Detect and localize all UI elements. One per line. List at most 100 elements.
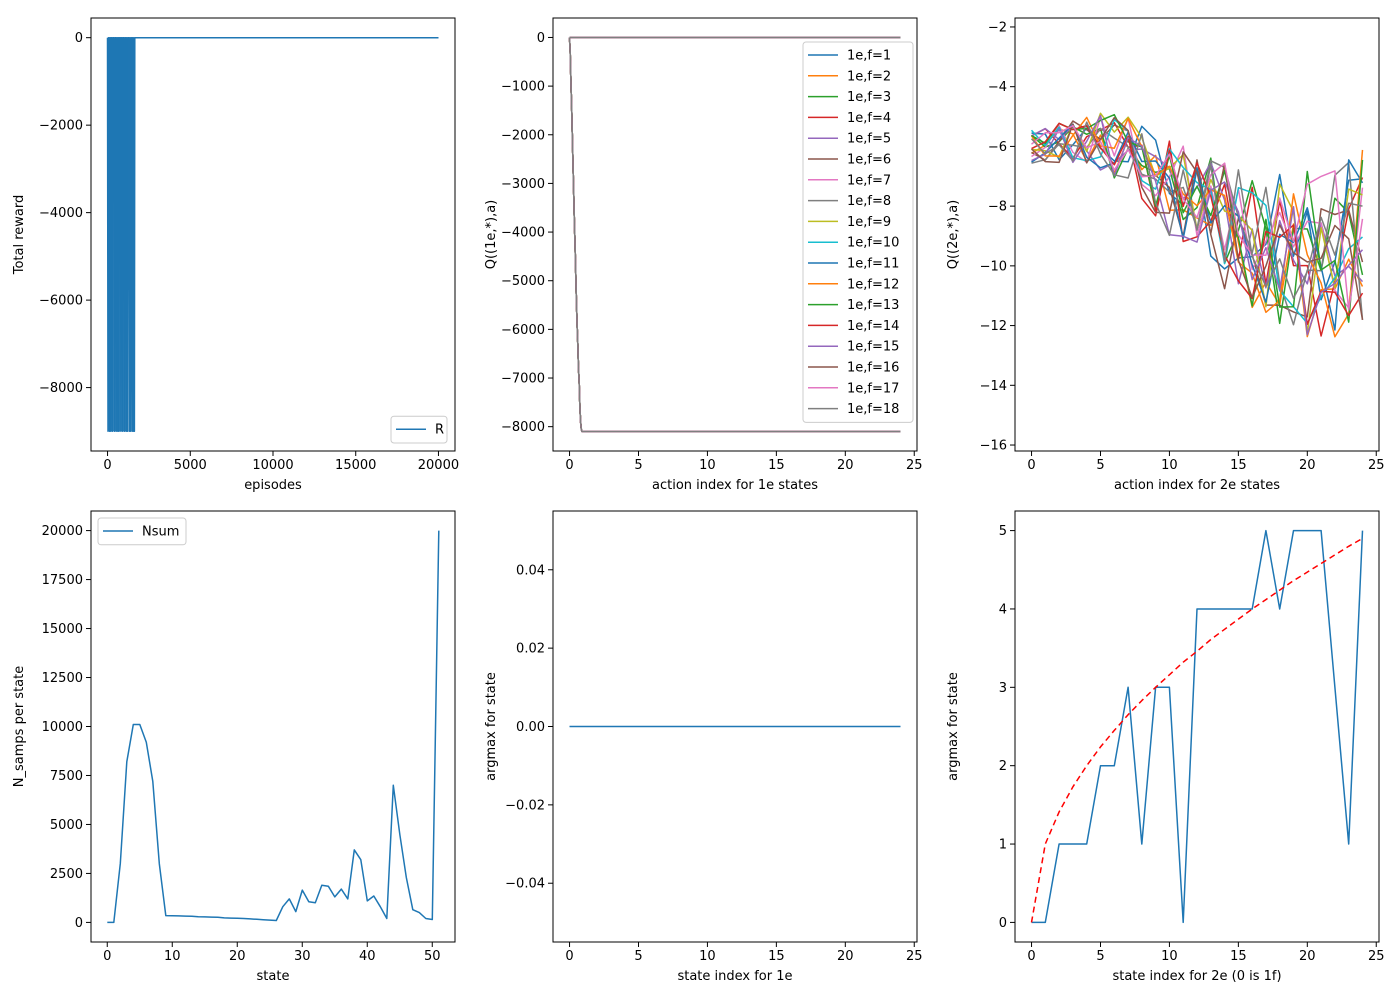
y-tick-label: 15000 [42, 622, 83, 637]
x-tick-label: 25 [906, 458, 923, 473]
x-axis-label: state index for 1e [677, 969, 792, 984]
panel-2: 0 5 10 15 20 25 0 −1000 −2000 −3000 −4000 −5000 −600… [484, 17, 923, 493]
reference-dashed-line [1030, 537, 1363, 923]
series-line-14 [1031, 122, 1364, 326]
x-tick-label: 10 [1161, 458, 1178, 473]
x-tick-label: 50 [424, 949, 441, 964]
x-tick-label: 40 [359, 949, 376, 964]
panel-4: 0 10 20 30 40 50 0 2500 5000 7500 10000 12500 15000 1… [12, 510, 456, 984]
plot-area [1030, 529, 1364, 924]
y-tick-label: −3000 [501, 177, 545, 192]
legend-label: 1e,f=5 [847, 132, 891, 147]
series-line-12 [1030, 116, 1364, 338]
y-tick-label: −6000 [501, 323, 545, 338]
y-tick-label: −8 [988, 200, 1007, 215]
x-tick-label: 0 [565, 949, 573, 964]
x-tick-label: 15000 [335, 458, 376, 473]
series-line-18 [1030, 121, 1363, 300]
legend-label: 1e,f=6 [847, 153, 891, 168]
x-tick-label: 20 [837, 949, 854, 964]
y-tick-label: 5 [999, 524, 1007, 539]
x-tick-label: 0 [103, 458, 111, 473]
legend-box [97, 517, 187, 546]
y-tick-label: 10000 [42, 720, 83, 735]
y-tick-label: 0 [75, 31, 83, 46]
x-tick-label: 15 [1230, 949, 1247, 964]
axes-frame [1014, 510, 1380, 943]
legend-label: 1e,f=3 [847, 90, 891, 105]
x-tick-label: 10 [164, 949, 181, 964]
x-axis-label: state index for 2e (0 is 1f) [1112, 969, 1281, 984]
y-tick-label: −16 [980, 439, 1007, 454]
y-tick-label: −5000 [501, 274, 545, 289]
x-axis-label: episodes [244, 478, 302, 493]
y-tick-label: −0.04 [505, 877, 545, 892]
legend-label: R [435, 423, 444, 438]
y-tick-label: 1 [999, 838, 1007, 853]
y-tick-label: −6 [988, 140, 1007, 155]
y-tick-label: 2500 [50, 867, 83, 882]
x-tick-label: 20 [229, 949, 246, 964]
y-tick-label: 4 [999, 602, 1007, 617]
legend-label: 1e,f=4 [847, 111, 891, 126]
x-axis-label: state [257, 969, 290, 984]
y-axis-label: Q((2e,*),a) [946, 200, 961, 270]
x-tick-label: 0 [1027, 458, 1035, 473]
panel-1: 0 5000 10000 15000 20000 0 −2000 −4000 −6000 −800… [12, 17, 459, 493]
y-tick-label: −4000 [39, 206, 83, 221]
legend-label: 1e,f=12 [847, 277, 899, 292]
x-tick-label: 5000 [174, 458, 207, 473]
y-tick-label: −2000 [39, 119, 83, 134]
argmax-line [1031, 529, 1364, 924]
y-tick-label: −4 [988, 80, 1007, 95]
legend-label: 1e,f=9 [847, 215, 891, 230]
x-tick-label: 0 [103, 949, 111, 964]
axes-frame [90, 17, 456, 452]
y-tick-label: 12500 [42, 671, 83, 686]
y-tick-label: 0.02 [516, 642, 545, 657]
panel-6: 0 5 10 15 20 25 0 1 2 3 4 5 state index for 2e (0 is… [946, 510, 1385, 984]
x-tick-label: 0 [1027, 949, 1035, 964]
x-tick-label: 25 [906, 949, 923, 964]
legend-label: 1e,f=2 [847, 69, 891, 84]
plot-area [1030, 112, 1364, 338]
legend-label: 1e,f=8 [847, 194, 891, 209]
y-tick-label: −14 [980, 379, 1007, 394]
x-tick-label: 30 [294, 949, 311, 964]
x-axis-label: action index for 1e states [652, 478, 818, 493]
series-line-15 [1031, 114, 1364, 336]
series-line-4 [1031, 121, 1364, 337]
series-fill-R [107, 37, 128, 432]
y-tick-label: −2000 [501, 128, 545, 143]
y-tick-label: −8000 [39, 381, 83, 396]
x-tick-label: 20000 [418, 458, 459, 473]
y-tick-label: −6000 [39, 294, 83, 309]
y-tick-label: 2 [999, 759, 1007, 774]
y-tick-label: 17500 [42, 573, 83, 588]
axes-frame [1014, 17, 1380, 452]
x-tick-label: 10 [1161, 949, 1178, 964]
y-axis-label: Total reward [12, 195, 27, 276]
y-tick-label: 5000 [50, 818, 83, 833]
x-tick-label: 10 [699, 949, 716, 964]
y-axis-label: argmax for state [946, 672, 961, 781]
x-tick-label: 15 [768, 458, 785, 473]
y-tick-label: 0.00 [516, 720, 545, 735]
x-tick-label: 20 [837, 458, 854, 473]
x-tick-label: 10000 [252, 458, 293, 473]
series-line-11 [1031, 123, 1364, 331]
legend-label: 1e,f=18 [847, 402, 899, 417]
legend-label: 1e,f=16 [847, 361, 899, 376]
legend-label: 1e,f=17 [847, 381, 899, 396]
x-tick-label: 5 [1096, 949, 1104, 964]
x-tick-label: 5 [634, 949, 642, 964]
y-tick-label: 20000 [42, 524, 83, 539]
series-line-R [106, 36, 439, 433]
y-axis-label: N_samps per state [12, 666, 27, 787]
y-tick-label: 0 [75, 916, 83, 931]
y-tick-label: 0 [537, 31, 545, 46]
x-tick-label: 5 [634, 458, 642, 473]
panel-5: 0 5 10 15 20 25 0.04 0.02 0.00 −0.02 −0.04 state in… [484, 510, 923, 984]
x-tick-label: 25 [1368, 458, 1385, 473]
